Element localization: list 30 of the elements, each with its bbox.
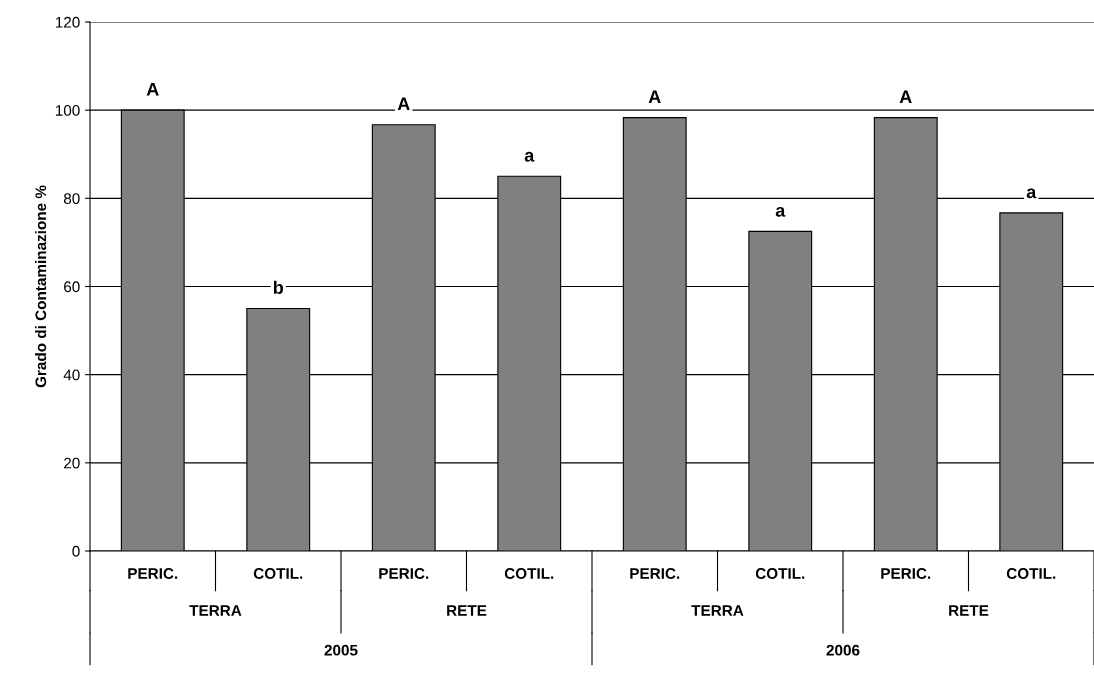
annotation: A xyxy=(648,90,661,103)
y-tick-label: 100 xyxy=(55,105,80,116)
y-tick-label: 80 xyxy=(63,193,80,205)
annotation: a xyxy=(524,151,535,162)
x-tick-label: COTIL. xyxy=(504,568,554,579)
y-axis-title: Grado di Contaminazione % xyxy=(34,185,47,388)
annotation: b xyxy=(273,280,284,294)
text: RETE xyxy=(447,605,487,616)
y-tick-label: 120 xyxy=(55,16,80,28)
x-tick-label: COTIL. xyxy=(1006,568,1056,579)
text: 2005 xyxy=(324,644,358,656)
y-tick-label: 40 xyxy=(63,369,80,381)
annotation: A xyxy=(899,90,912,103)
x-tick-label: PERIC. xyxy=(881,568,931,579)
x-tick-label: COTIL. xyxy=(755,568,805,579)
x-tick-label: COTIL. xyxy=(253,568,303,579)
y-tick-label: 60 xyxy=(64,281,80,293)
annotation: A xyxy=(146,82,159,96)
y-tick-label: 0 xyxy=(72,545,80,557)
annotation: a xyxy=(1026,188,1037,199)
y-tick-label: 20 xyxy=(64,457,80,469)
x-tick-label: PERIC. xyxy=(630,568,680,579)
annotation: a xyxy=(775,206,786,217)
text: TERRA xyxy=(189,605,242,616)
text: 2006 xyxy=(826,644,860,656)
x-tick-label: PERIC. xyxy=(128,568,178,579)
text: TERRA xyxy=(691,605,744,616)
text: RETE xyxy=(949,605,989,616)
x-tick-label: PERIC. xyxy=(379,568,429,579)
annotation: A xyxy=(397,97,410,110)
